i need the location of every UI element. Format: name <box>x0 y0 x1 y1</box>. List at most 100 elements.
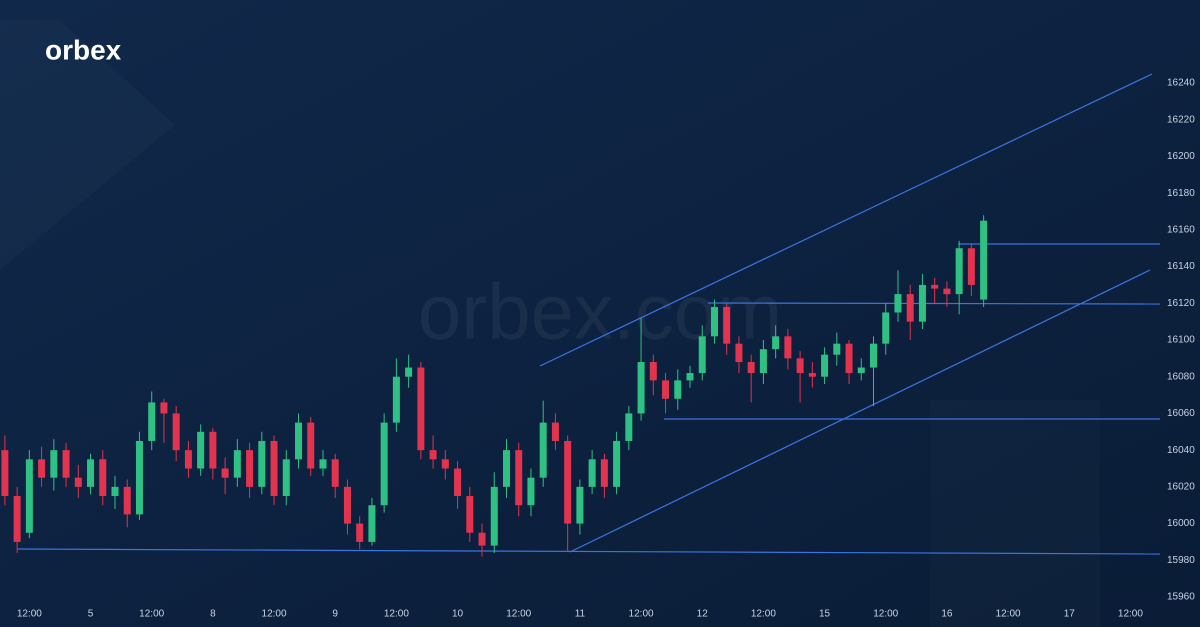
candle-body <box>784 336 792 359</box>
x-tick-label: 12:00 <box>1118 609 1143 620</box>
channel-lower <box>569 269 1151 553</box>
candle-body <box>698 336 706 374</box>
candle-body <box>38 459 46 478</box>
candle-body <box>380 422 388 506</box>
candle-body <box>894 294 902 313</box>
x-tick-label: 17 <box>1064 609 1076 620</box>
candle-body <box>258 440 266 487</box>
candle-body <box>233 450 241 478</box>
candle-body <box>1 450 9 497</box>
candle-body <box>405 367 413 377</box>
candle-body <box>845 343 853 374</box>
x-tick-label: 12:00 <box>262 609 287 620</box>
candle-body <box>270 440 278 497</box>
candle-body <box>25 459 33 533</box>
y-tick-label: 15960 <box>1167 592 1195 603</box>
candle-body <box>417 367 425 451</box>
candle-body <box>747 362 755 374</box>
candle-body <box>502 450 510 487</box>
candle-body <box>600 459 608 487</box>
candle-body <box>759 349 767 374</box>
y-tick-label: 16000 <box>1167 518 1195 529</box>
candle-body <box>931 284 939 289</box>
x-tick-label: 12:00 <box>996 609 1021 620</box>
resistance-line <box>707 302 1161 305</box>
candle-body <box>980 220 988 300</box>
candle-body <box>833 343 841 355</box>
support-line <box>17 548 1161 555</box>
candle-body <box>613 440 621 487</box>
candle-body <box>356 523 364 542</box>
x-tick-label: 12:00 <box>139 609 164 620</box>
candle-body <box>50 450 58 478</box>
watermark: orbex.com <box>418 268 782 356</box>
candle-body <box>882 312 890 344</box>
candle-body <box>772 336 780 350</box>
candle-body <box>637 362 645 414</box>
candle-body <box>172 413 180 451</box>
candle-body <box>331 459 339 487</box>
candle-body <box>282 459 290 497</box>
y-tick-label: 16200 <box>1167 151 1195 162</box>
candle-body <box>99 459 107 497</box>
candle-body <box>710 306 718 337</box>
y-tick-label: 16080 <box>1167 371 1195 382</box>
candle-body <box>197 431 205 469</box>
trend-lines <box>17 73 1161 555</box>
candle-body <box>796 358 804 374</box>
x-tick-label: 12:00 <box>506 609 531 620</box>
x-tick-label: 16 <box>941 609 953 620</box>
candle-body <box>429 450 437 460</box>
candle-body <box>478 532 486 546</box>
candle-body <box>221 468 229 478</box>
candle-body <box>723 306 731 344</box>
y-tick-label: 15980 <box>1167 555 1195 566</box>
candle-body <box>649 362 657 381</box>
x-tick-label: 9 <box>332 609 338 620</box>
y-tick-label: 16020 <box>1167 481 1195 492</box>
y-tick-label: 16040 <box>1167 445 1195 456</box>
x-tick-label: 5 <box>88 609 94 620</box>
y-tick-label: 16240 <box>1167 78 1195 89</box>
bg-shape <box>930 400 1100 627</box>
candle-body <box>576 486 584 524</box>
candle-body <box>13 496 21 542</box>
candle-body <box>184 450 192 469</box>
channel-upper <box>539 73 1153 367</box>
candle-body <box>515 450 523 506</box>
candle-body <box>588 459 596 487</box>
x-tick-label: 12:00 <box>873 609 898 620</box>
x-tick-label: 8 <box>210 609 216 620</box>
candle-body <box>808 373 816 377</box>
y-tick-label: 16100 <box>1167 335 1195 346</box>
candle-body <box>135 440 143 515</box>
logo: orbex <box>45 34 122 65</box>
candle-body <box>307 422 315 469</box>
x-tick-label: 10 <box>452 609 464 620</box>
candle-body <box>246 450 254 487</box>
candle-body <box>821 354 829 377</box>
candle-body <box>441 459 449 469</box>
candle-body <box>454 468 462 497</box>
candle-body <box>943 288 951 295</box>
candle-body <box>123 486 131 515</box>
candle-body <box>74 477 82 487</box>
x-tick-label: 12:00 <box>629 609 654 620</box>
x-tick-label: 12:00 <box>384 609 409 620</box>
candle-body <box>551 422 559 441</box>
y-tick-label: 16180 <box>1167 188 1195 199</box>
candle-body <box>319 459 327 469</box>
y-tick-label: 16140 <box>1167 261 1195 272</box>
x-tick-label: 15 <box>819 609 831 620</box>
candle-body <box>967 248 975 285</box>
y-tick-label: 16160 <box>1167 224 1195 235</box>
candle-body <box>735 343 743 363</box>
candle-body <box>857 367 865 374</box>
candle-body <box>343 486 351 524</box>
candle-body <box>870 343 878 368</box>
candle-body <box>918 284 926 322</box>
x-tick-label: 11 <box>575 609 586 620</box>
candle-body <box>87 459 95 487</box>
